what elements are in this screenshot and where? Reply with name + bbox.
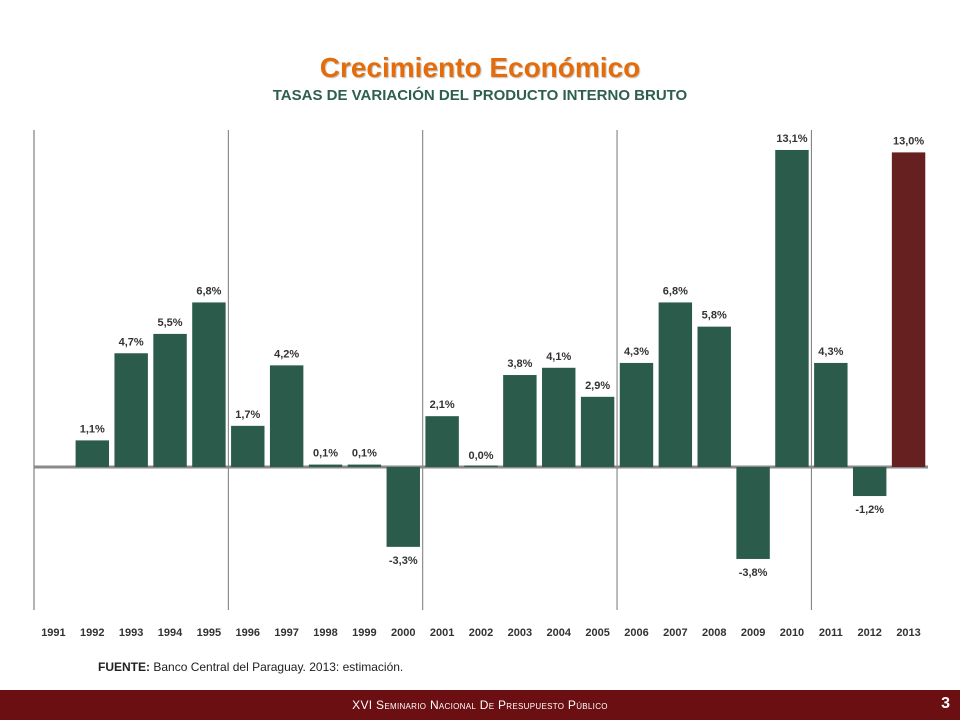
bar-2012 [852, 467, 887, 497]
bar-2004 [542, 367, 576, 467]
data-label-2009: -3,8% [739, 567, 768, 579]
x-tick-1992: 1992 [80, 627, 104, 639]
x-tick-2004: 2004 [546, 627, 571, 639]
data-label-2006: 4,3% [624, 346, 649, 358]
x-tick-1997: 1997 [274, 627, 298, 639]
bar-2001 [425, 416, 459, 467]
data-label-1994: 5,5% [158, 317, 183, 329]
x-tick-2001: 2001 [430, 627, 454, 639]
bar-2007 [658, 302, 693, 467]
source-note: FUENTE: Banco Central del Paraguay. 2013… [98, 660, 403, 674]
page-title: Crecimiento Económico [319, 52, 641, 83]
bar-1997 [269, 365, 304, 467]
bar-2002 [464, 465, 498, 467]
bar-2008 [697, 326, 731, 467]
data-label-2002: 0,0% [468, 450, 493, 462]
x-tick-2009: 2009 [741, 627, 765, 639]
bar-2013 [891, 152, 926, 467]
data-label-2008: 5,8% [702, 310, 727, 322]
x-tick-2003: 2003 [508, 627, 532, 639]
x-tick-1999: 1999 [352, 627, 376, 639]
bar-2009 [736, 467, 770, 559]
data-label-2004: 4,1% [546, 351, 571, 363]
bar-2006 [619, 362, 654, 467]
bar-2011 [814, 362, 848, 467]
x-tick-1996: 1996 [236, 627, 260, 639]
data-label-1992: 1,1% [80, 423, 105, 435]
data-label-1995: 6,8% [196, 285, 221, 297]
data-label-2005: 2,9% [585, 380, 610, 392]
source-text: Banco Central del Paraguay. 2013: estima… [153, 660, 404, 674]
bar-2005 [580, 396, 615, 467]
x-tick-2006: 2006 [624, 627, 648, 639]
data-label-2003: 3,8% [507, 358, 532, 370]
gdp-bar-chart: 1991 1,1% 1992 4,7% 1993 5,5% 1994 6,8% 1995 1,7%… [33, 130, 928, 639]
page-subtitle: TASAS DE VARIACIÓN DEL PRODUCTO INTERNO … [272, 87, 688, 104]
data-label-1993: 4,7% [119, 336, 144, 348]
bar-2003 [503, 375, 537, 467]
x-tick-2008: 2008 [702, 627, 726, 639]
x-tick-2002: 2002 [469, 627, 493, 639]
x-tick-2005: 2005 [585, 627, 609, 639]
x-tick-2000: 2000 [391, 627, 415, 639]
x-tick-2011: 2011 [819, 627, 843, 639]
bar-2000 [386, 467, 420, 547]
bar-1996 [231, 425, 265, 467]
bar-1994 [153, 333, 187, 467]
page-number: 3 [941, 695, 950, 712]
data-label-1996: 1,7% [235, 409, 260, 421]
data-label-1997: 4,2% [274, 348, 299, 360]
footer-bar: XVI Seminario Nacional De Presupuesto Pú… [0, 690, 960, 720]
x-tick-1998: 1998 [313, 627, 337, 639]
bar-2010 [775, 149, 809, 468]
x-tick-2010: 2010 [780, 627, 804, 639]
data-label-1998: 0,1% [313, 448, 338, 460]
data-label-2011: 4,3% [818, 346, 843, 358]
bar-1993 [114, 353, 148, 467]
x-tick-2012: 2012 [857, 627, 881, 639]
source-label: FUENTE: [98, 660, 150, 674]
data-label-1999: 0,1% [352, 448, 377, 460]
x-tick-1991: 1991 [41, 627, 65, 639]
bar-1995 [192, 302, 226, 467]
data-label-2001: 2,1% [430, 399, 455, 411]
bar-1999 [347, 464, 382, 467]
bar-1998 [308, 464, 343, 467]
data-label-2010: 13,1% [776, 133, 807, 145]
x-tick-2007: 2007 [663, 627, 687, 639]
x-tick-1993: 1993 [119, 627, 143, 639]
data-label-2012: -1,2% [855, 504, 884, 516]
data-label-2013: 13,0% [893, 135, 924, 147]
bar-1992 [75, 440, 110, 467]
data-label-2000: -3,3% [389, 555, 418, 567]
footer-text: XVI Seminario Nacional De Presupuesto Pú… [352, 698, 608, 712]
x-tick-1994: 1994 [158, 627, 183, 639]
x-tick-1995: 1995 [197, 627, 221, 639]
data-label-2007: 6,8% [663, 285, 688, 297]
x-tick-2013: 2013 [896, 627, 920, 639]
